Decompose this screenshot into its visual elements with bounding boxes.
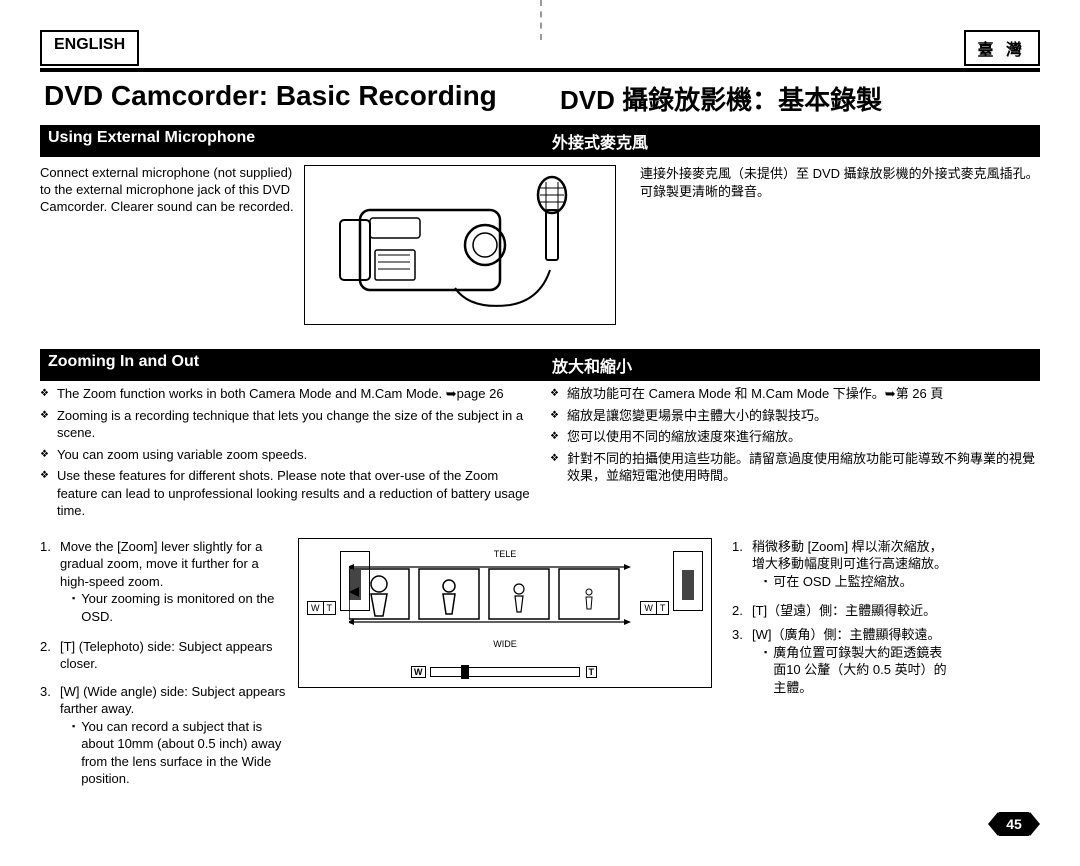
section2-bullets: The Zoom function works in both Camera M…: [40, 385, 1040, 524]
section2-bullets-en: The Zoom function works in both Camera M…: [40, 385, 540, 524]
title-chinese: DVD 攝錄放影機：基本錄製: [540, 80, 1040, 117]
page-titles: DVD Camcorder: Basic Recording DVD 攝錄放影機…: [40, 80, 1040, 117]
num-en-1: 1. Move the [Zoom] lever slightly for a …: [40, 538, 290, 632]
num-en-3-sub: You can record a subject that is about 1…: [72, 718, 290, 788]
bullet-zh-4: 針對不同的拍攝使用這些功能。請留意過度使用縮放功能可能導致不夠專業的視覺效果，並…: [550, 450, 1040, 485]
section1-text-zh: 連接外接麥克風（未提供）至 DVD 攝錄放影機的外接式麥克風插孔。可錄製更清晰的…: [620, 161, 1040, 329]
section1-heading-zh: 外接式麥克風: [540, 129, 1032, 153]
lang-chinese-box: 臺 灣: [964, 30, 1040, 66]
section1-heading-en: Using External Microphone: [48, 129, 540, 153]
num-zh-2: 2.[T]（望遠）側：主體顯得較近。: [732, 602, 950, 620]
camcorder-illustration: [310, 170, 610, 320]
numbered-zh: 1. 稍微移動 [Zoom] 桿以漸次縮放，增大移動幅度則可進行高速縮放。 可在…: [720, 538, 950, 800]
bullet-en-1: The Zoom function works in both Camera M…: [40, 385, 530, 403]
title-english: DVD Camcorder: Basic Recording: [40, 80, 540, 117]
t-label-icon: T: [586, 666, 598, 678]
w-label-icon: W: [411, 666, 426, 678]
num-zh-1-sub: 可在 OSD 上監控縮放。: [764, 573, 950, 591]
top-rule: [40, 68, 1040, 72]
num-en-3: 3. [W] (Wide angle) side: Subject appear…: [40, 683, 290, 794]
binding-divider: [540, 0, 542, 40]
bullet-en-3: You can zoom using variable zoom speeds.: [40, 446, 530, 464]
zoom-knob-icon: [461, 665, 469, 679]
num-zh-3: 3. [W]（廣角）側：主體顯得較遠。 廣角位置可錄製大約距透鏡表面10 公釐（…: [732, 626, 950, 702]
bullet-en-4: Use these features for different shots. …: [40, 467, 530, 520]
section2-heading-en: Zooming In and Out: [48, 353, 540, 377]
num-en-1-sub: Your zooming is monitored on the OSD.: [72, 590, 290, 625]
bullet-zh-2: 縮放是讓您變更場景中主體大小的錄製技巧。: [550, 407, 1040, 425]
tele-label: TELE: [494, 549, 517, 559]
bullet-zh-1: 縮放功能可在 Camera Mode 和 M.Cam Mode 下操作。➥第 2…: [550, 385, 1040, 403]
page-number: 45: [998, 812, 1030, 836]
section2-numbered-area: 1. Move the [Zoom] lever slightly for a …: [40, 538, 1040, 800]
bullet-en-2: Zooming is a recording technique that le…: [40, 407, 530, 442]
bullet-zh-3: 您可以使用不同的縮放速度來進行縮放。: [550, 428, 1040, 446]
zoom-frames-illustration: [349, 564, 659, 634]
num-en-2: 2.[T] (Telephoto) side: Subject appears …: [40, 638, 290, 673]
num-zh-3-sub: 廣角位置可錄製大約距透鏡表面10 公釐（大約 0.5 英吋）的主體。: [764, 644, 950, 697]
camcorder-mic-diagram: [300, 161, 620, 329]
section2-bullets-zh: 縮放功能可在 Camera Mode 和 M.Cam Mode 下操作。➥第 2…: [540, 385, 1040, 524]
section1-heading-bar: Using External Microphone 外接式麥克風: [40, 125, 1040, 157]
wide-label: WIDE: [493, 639, 517, 649]
manual-page: ENGLISH 臺 灣 DVD Camcorder: Basic Recordi…: [0, 0, 1080, 866]
section1-content: Connect external microphone (not supplie…: [40, 161, 1040, 329]
section2-heading-zh: 放大和縮小: [540, 353, 1032, 377]
numbered-en: 1. Move the [Zoom] lever slightly for a …: [40, 538, 290, 800]
zoom-diagram: WT WT TELE WIDE: [290, 538, 720, 800]
wt-indicator-bar: W T: [430, 667, 580, 677]
lang-english-box: ENGLISH: [40, 30, 139, 66]
num-zh-1: 1. 稍微移動 [Zoom] 桿以漸次縮放，增大移動幅度則可進行高速縮放。 可在…: [732, 538, 950, 597]
section2-heading-bar: Zooming In and Out 放大和縮小: [40, 349, 1040, 381]
section1-text-en: Connect external microphone (not supplie…: [40, 161, 300, 329]
